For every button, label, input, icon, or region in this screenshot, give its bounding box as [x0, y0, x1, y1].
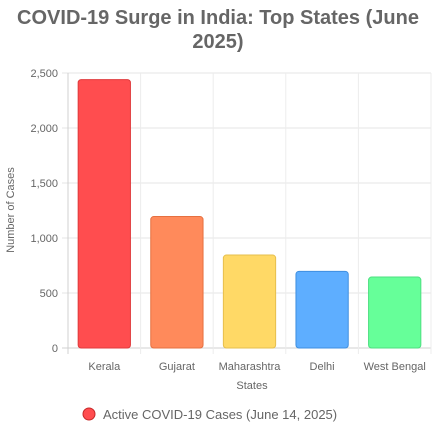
x-tick-label: Maharashtra — [219, 361, 282, 373]
y-tick-label: 2,500 — [30, 68, 58, 80]
y-axis-title: Number of Cases — [5, 167, 17, 253]
y-tick-labels: 0 500 1,000 1,500 2,000 2,500 — [30, 68, 58, 355]
chart-title-line-2: 2025) — [192, 31, 243, 53]
legend[interactable]: Active COVID-19 Cases (June 14, 2025) — [82, 407, 337, 422]
y-tick-label: 1,500 — [30, 178, 58, 190]
bar-west-bengal[interactable] — [368, 276, 422, 349]
y-tick-label: 1,000 — [30, 233, 58, 245]
y-tick-label: 500 — [40, 288, 58, 300]
bar-maharashtra[interactable] — [222, 254, 277, 349]
x-tick-label: West Bengal — [364, 361, 426, 373]
chart-title-line-1: COVID-19 Surge in India: Top States (Jun… — [17, 7, 419, 29]
x-tick-labels: Kerala Gujarat Maharashtra Delhi West Bengal — [88, 361, 425, 373]
legend-swatch — [82, 407, 96, 421]
y-tick-label: 2,000 — [30, 123, 58, 135]
x-tick-label: Delhi — [310, 361, 335, 373]
bar-gujarat[interactable] — [150, 216, 204, 349]
x-axis-title: States — [236, 380, 268, 392]
legend-label: Active COVID-19 Cases (June 14, 2025) — [103, 407, 337, 422]
x-tick-label: Kerala — [88, 361, 121, 373]
bars — [77, 79, 422, 349]
bar-kerala[interactable] — [77, 79, 131, 349]
bar-delhi[interactable] — [295, 270, 349, 349]
x-tick-label: Gujarat — [159, 361, 195, 373]
chart-title: COVID-19 Surge in India: Top States (Jun… — [17, 7, 419, 53]
y-tick-label: 0 — [52, 343, 58, 355]
